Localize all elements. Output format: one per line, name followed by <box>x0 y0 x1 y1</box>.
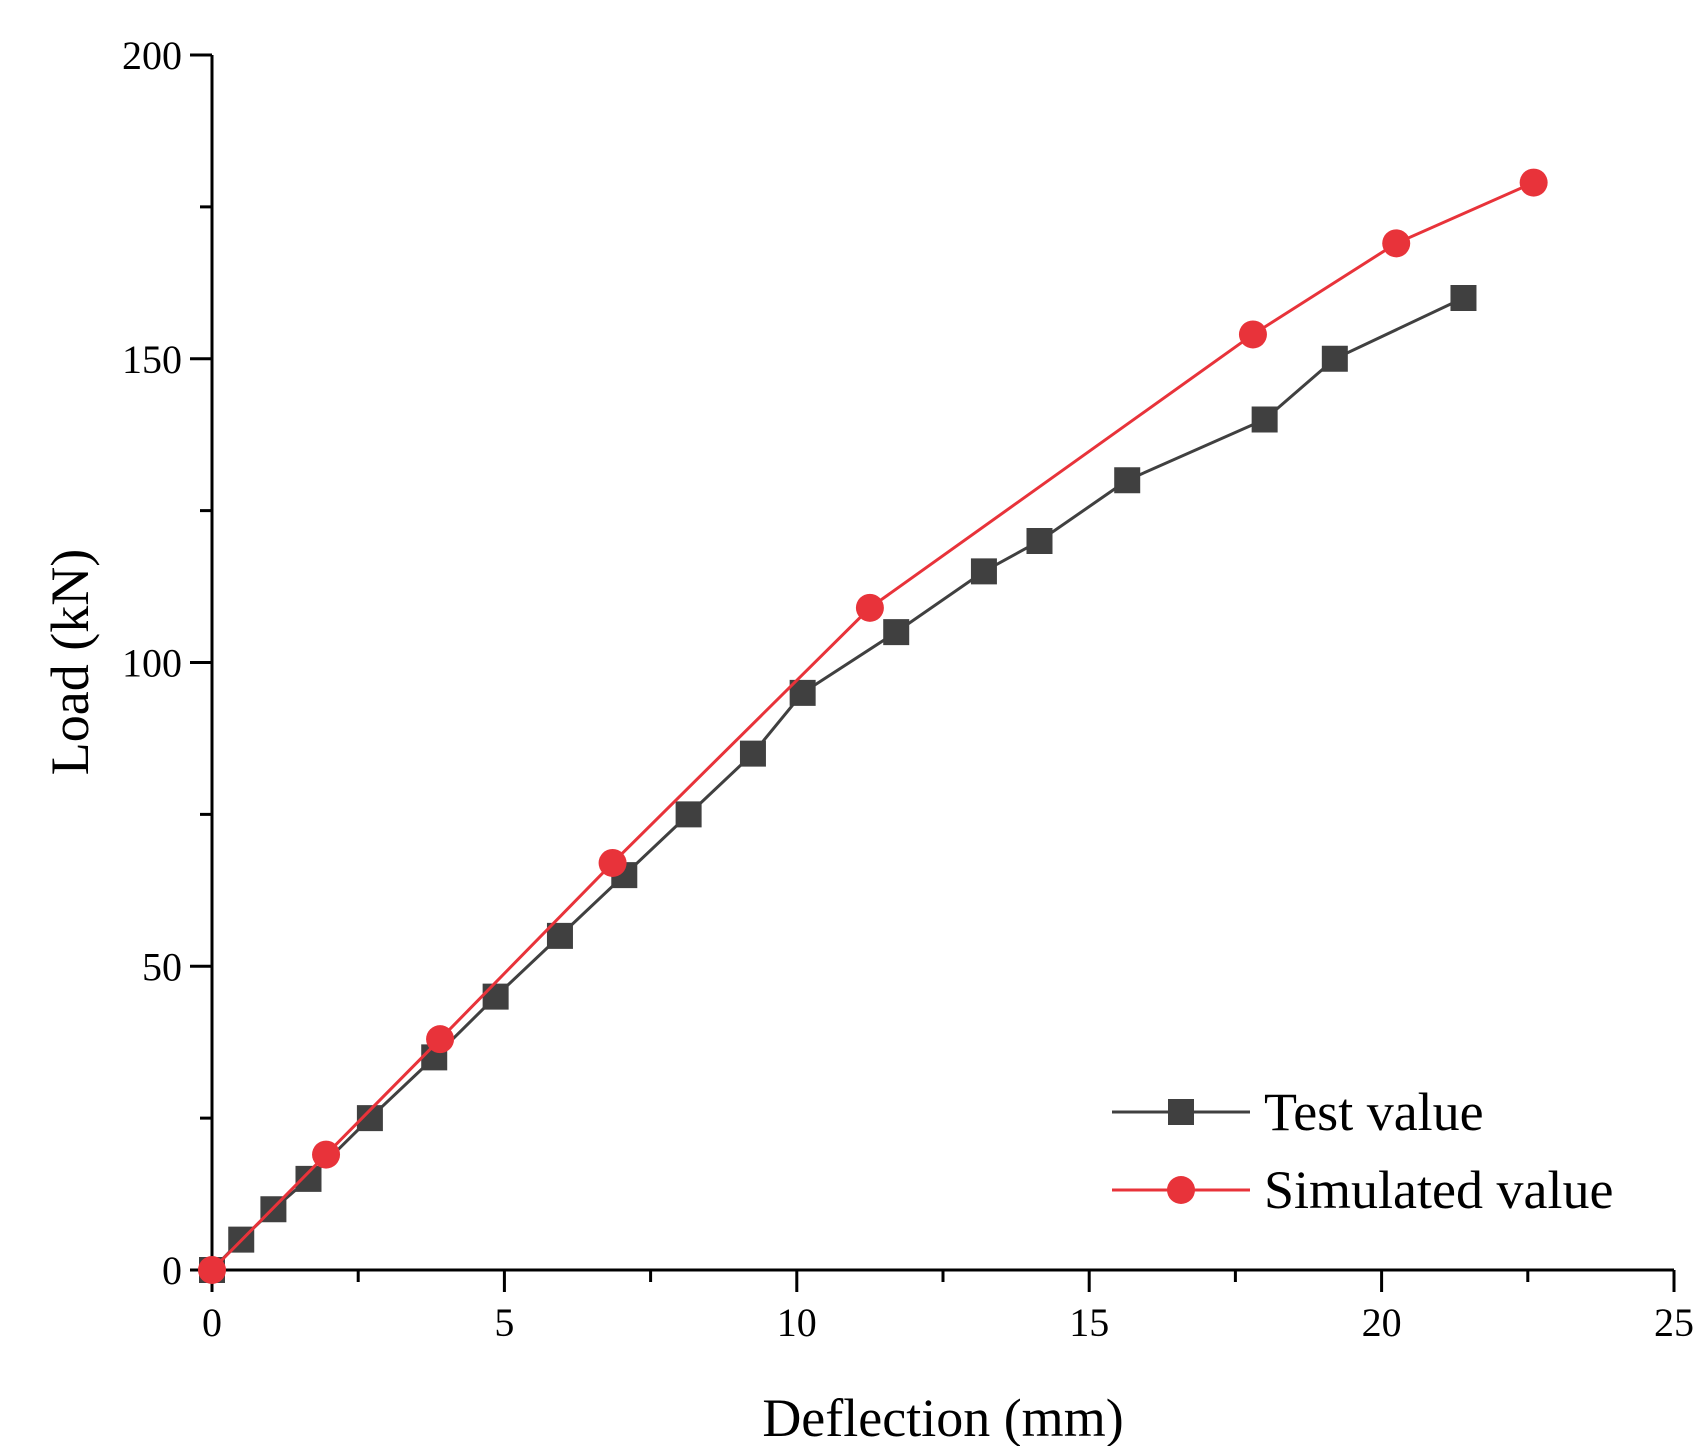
series-layer <box>198 168 1548 1284</box>
data-point <box>426 1025 455 1054</box>
x-tick-label: 20 <box>1362 1300 1402 1345</box>
y-tick-label: 100 <box>122 641 182 686</box>
data-point <box>482 983 509 1010</box>
data-point <box>198 1256 226 1284</box>
data-point <box>1519 168 1548 197</box>
data-point <box>675 801 702 828</box>
series-simulated-value <box>198 168 1548 1284</box>
y-axis-title: Load (kN) <box>40 549 100 775</box>
x-tick-label: 0 <box>202 1300 222 1345</box>
data-point <box>1321 345 1348 372</box>
data-point <box>295 1165 322 1192</box>
legend-label-test: Test value <box>1264 1082 1484 1142</box>
data-point <box>970 558 997 585</box>
legend: Test value Simulated value <box>1112 1082 1613 1220</box>
legend-marker-test <box>1168 1099 1194 1125</box>
data-point <box>1251 406 1278 433</box>
legend-label-simulated: Simulated value <box>1264 1160 1613 1220</box>
data-point <box>1026 528 1053 554</box>
y-tick-label: 150 <box>122 337 182 382</box>
data-point <box>855 593 884 622</box>
series-line <box>210 181 1535 1272</box>
legend-marker-simulated <box>1167 1176 1195 1204</box>
data-point <box>1238 320 1267 349</box>
data-point <box>883 619 910 646</box>
x-tick-label: 10 <box>777 1300 817 1345</box>
x-tick-label: 25 <box>1654 1300 1694 1345</box>
data-point <box>1114 467 1141 494</box>
y-tick-label: 200 <box>122 33 182 78</box>
data-point <box>1450 285 1477 311</box>
x-axis-title: Deflection (mm) <box>762 1388 1123 1446</box>
y-tick-label: 50 <box>142 944 182 989</box>
y-tick-label: 0 <box>162 1248 182 1293</box>
data-point <box>1382 229 1411 258</box>
data-point <box>739 740 766 767</box>
x-tick-label: 5 <box>494 1300 514 1345</box>
data-point <box>312 1140 341 1169</box>
x-tick-label: 15 <box>1069 1300 1109 1345</box>
data-point <box>598 848 627 877</box>
tick-labels: 0 5 10 15 20 25 0 50 100 150 200 <box>122 33 1694 1345</box>
